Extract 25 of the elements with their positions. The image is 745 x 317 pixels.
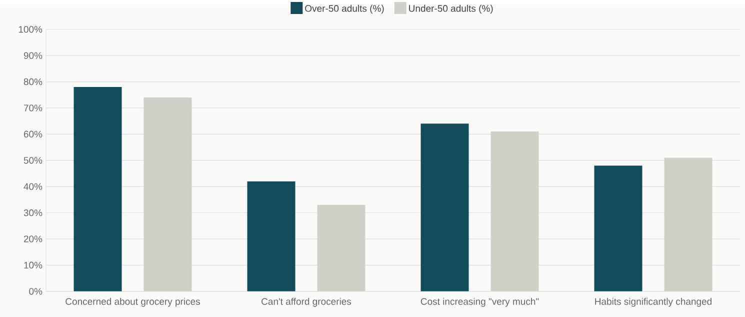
y-tick-label: 100% [18, 26, 42, 33]
bar [490, 131, 539, 292]
y-tick-label: 50% [24, 156, 42, 164]
y-tick-label: 60% [24, 130, 42, 138]
y-tick-label: 70% [24, 104, 42, 112]
y-tick-label: 30% [24, 209, 42, 216]
legend-label: Under-50 adults (%) [409, 4, 493, 14]
x-tick-label: Cost increasing "very much" [420, 298, 539, 307]
x-tick-label: Habits significantly changed [595, 298, 712, 307]
y-tick-label: 80% [24, 78, 42, 85]
bar [247, 181, 296, 292]
legend-label: Over-50 adults (%) [305, 4, 384, 14]
y-tick-label: 20% [24, 235, 42, 242]
bar [420, 124, 469, 292]
x-tick-label: Can't afford groceries [262, 298, 352, 307]
y-tick-label: 90% [24, 52, 42, 59]
y-tick-label: 0% [29, 288, 42, 295]
bar [317, 204, 366, 292]
y-tick-label: 40% [24, 183, 42, 190]
bar [594, 165, 642, 292]
bar [144, 97, 192, 292]
y-tick-label: 10% [24, 262, 42, 268]
x-tick-label: Concerned about grocery prices [66, 298, 200, 307]
bar [74, 86, 122, 292]
bar [664, 158, 712, 292]
